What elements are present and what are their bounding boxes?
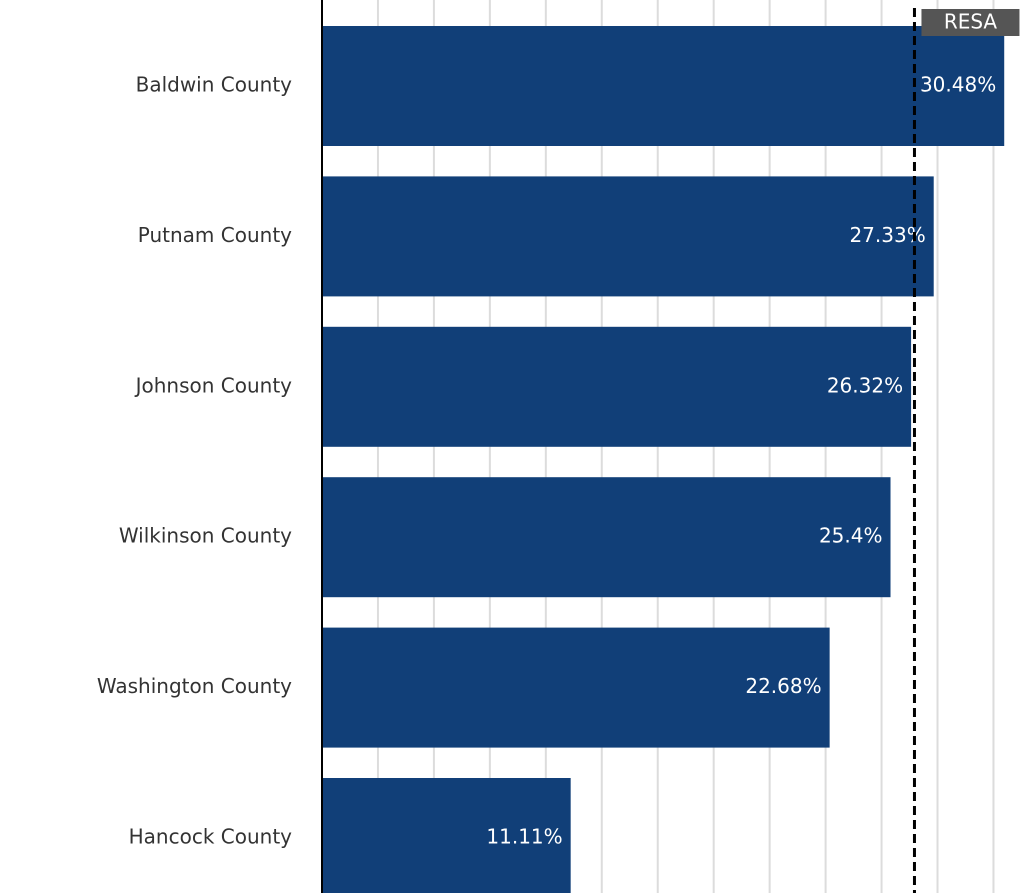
category-label: Hancock County (129, 825, 293, 849)
bar (322, 627, 830, 748)
value-label: 25.4% (819, 524, 883, 548)
bar (322, 176, 934, 297)
bar (322, 477, 891, 598)
bar (322, 326, 912, 447)
category-label: Wilkinson County (119, 524, 292, 548)
category-label: Putnam County (138, 223, 292, 247)
value-label: 30.48% (920, 73, 996, 97)
reference-label-box (921, 9, 1020, 36)
reference-label: RESA (944, 10, 998, 34)
category-label: Baldwin County (136, 73, 293, 97)
bar (322, 778, 571, 893)
category-label: Johnson County (134, 373, 293, 397)
category-label: Washington County (97, 674, 292, 698)
value-label: 11.11% (486, 825, 562, 849)
value-label: 26.32% (827, 373, 903, 397)
bar (322, 26, 1005, 146)
value-label: 22.68% (745, 674, 821, 698)
